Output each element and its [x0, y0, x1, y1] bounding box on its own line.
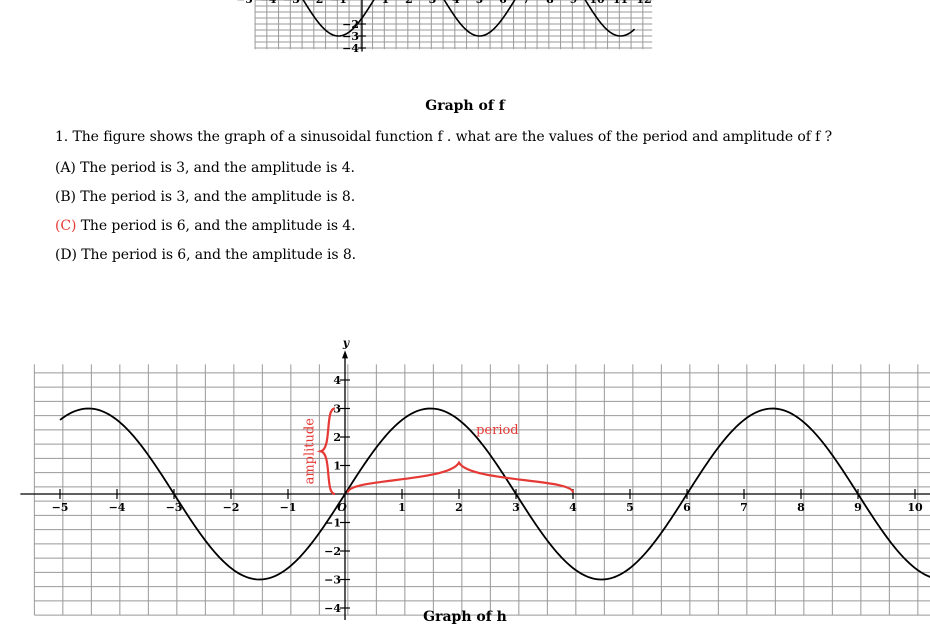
graph-f: −2−3−4−5−4−3−2−1123456789101112 [236, 0, 653, 55]
series-line-f [302, 0, 636, 37]
x-tick-label: 11 [613, 0, 628, 6]
option-b-text: The period is 3, and the amplitude is 8. [75, 189, 356, 205]
x-tick-label: 8 [546, 0, 554, 6]
graph-h-grid [33, 364, 930, 616]
y-tick-label: 4 [333, 374, 341, 387]
option-d-letter: (D) [55, 247, 77, 263]
option-d[interactable]: (D) The period is 6, and the amplitude i… [55, 247, 356, 263]
x-tick-label: 1 [382, 0, 390, 6]
amplitude-brace [316, 407, 336, 496]
x-tick-label: −4 [109, 501, 126, 514]
option-a[interactable]: (A) The period is 3, and the amplitude i… [55, 160, 355, 176]
x-tick-label: −1 [280, 501, 297, 514]
x-tick-label: 6 [499, 0, 507, 6]
x-tick-label: 7 [740, 501, 748, 514]
x-tick-label: −1 [330, 0, 347, 6]
y-tick-label: −4 [342, 42, 359, 55]
y-tick-label: −2 [324, 545, 341, 558]
option-b-letter: (B) [55, 189, 76, 205]
y-tick-label: 3 [333, 403, 341, 416]
x-tick-label: 9 [570, 0, 578, 6]
x-tick-label: −5 [52, 501, 69, 514]
x-tick-label: −2 [307, 0, 324, 6]
amplitude-label: amplitude [303, 418, 318, 485]
x-tick-label: 2 [455, 501, 463, 514]
x-tick-label: 9 [854, 501, 862, 514]
y-tick-label: −3 [324, 574, 341, 587]
x-tick-label: 12 [636, 0, 651, 6]
option-c[interactable]: (C) The period is 6, and the amplitude i… [55, 218, 356, 234]
x-tick-label: 4 [569, 501, 577, 514]
x-tick-label: 4 [452, 0, 460, 6]
x-tick-label: 3 [512, 501, 520, 514]
x-tick-label: 8 [797, 501, 805, 514]
y-tick-label: −4 [324, 602, 341, 615]
x-tick-label: 5 [626, 501, 634, 514]
graph-h-caption-text: Graph of h [423, 609, 507, 625]
y-axis-arrow [342, 350, 348, 359]
x-tick-label: 10 [907, 501, 923, 514]
option-a-letter: (A) [55, 160, 76, 176]
graph-h-caption: Graph of h [385, 609, 545, 625]
x-tick-label: 6 [683, 501, 691, 514]
x-tick-label: 5 [476, 0, 484, 6]
option-c-letter: (C) [55, 218, 77, 234]
x-tick-label: 7 [523, 0, 531, 6]
x-tick-label: −4 [260, 0, 277, 6]
graph-f-caption: Graph of f [385, 98, 545, 114]
x-tick-label: −2 [223, 501, 240, 514]
x-tick-label: 2 [405, 0, 413, 6]
graph-f-grid [254, 0, 653, 50]
x-tick-label: 10 [589, 0, 605, 6]
option-c-text: The period is 6, and the amplitude is 4. [76, 218, 356, 234]
x-tick-label: 1 [398, 501, 406, 514]
x-tick-label: −3 [283, 0, 300, 6]
x-tick-label: −3 [166, 501, 183, 514]
origin-label: O [337, 501, 347, 514]
option-a-text: The period is 3, and the amplitude is 4. [75, 160, 355, 176]
y-tick-label: −1 [324, 517, 341, 530]
series-line-h [59, 407, 930, 581]
x-tick-label: −5 [236, 0, 253, 6]
period-label: period [476, 423, 519, 438]
period-brace [346, 460, 575, 494]
option-b[interactable]: (B) The period is 3, and the amplitude i… [55, 189, 355, 205]
y-axis-label: y [342, 336, 351, 349]
y-tick-label: 2 [333, 431, 341, 444]
graph-f-caption-text: Graph of f [425, 98, 505, 114]
x-tick-label: 3 [429, 0, 437, 6]
y-tick-label: 1 [333, 460, 341, 473]
option-d-text: The period is 6, and the amplitude is 8. [76, 247, 356, 263]
graph-h: −5−4−3−2−11234567891011124321−1−2−3−4Oxy… [20, 336, 930, 620]
question-stem: 1. The figure shows the graph of a sinus… [55, 129, 832, 145]
